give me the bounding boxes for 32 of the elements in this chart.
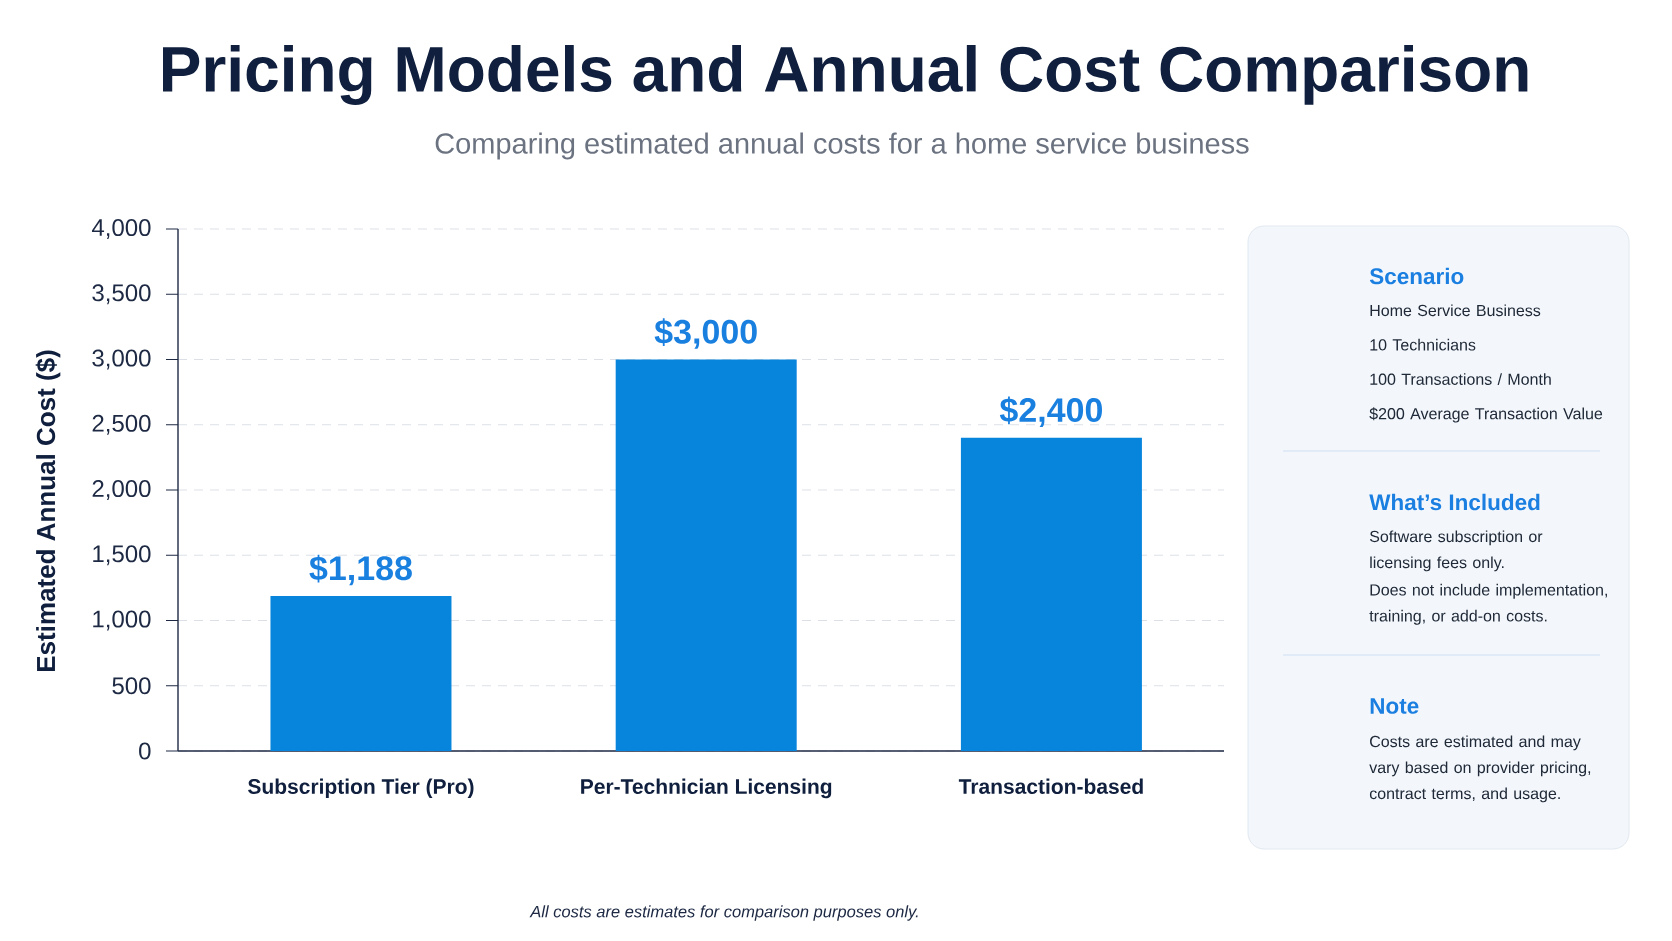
y-tick-label: 4,000 bbox=[91, 219, 151, 239]
text: What’s Included bbox=[1369, 493, 1540, 511]
text: Note bbox=[1370, 698, 1419, 714]
text: Software subscription or licensing fees only. bbox=[1369, 530, 1543, 572]
y-tick-label: 3,000 bbox=[92, 349, 151, 370]
y-axis-title: Estimated Annual Cost ($) bbox=[35, 350, 61, 672]
y-tick-label: 3,500 bbox=[92, 284, 151, 305]
text: $200 Average Transaction Value bbox=[1369, 407, 1603, 423]
chart-title: Pricing Models and Annual Cost Comparison bbox=[163, 45, 1528, 105]
text: All costs are estimates for comparison purposes only. bbox=[529, 905, 918, 921]
x-tick-label: Subscription Tier (Pro) bbox=[248, 778, 474, 799]
text: Home Service Business bbox=[1370, 304, 1541, 317]
y-tick-label: 0 bbox=[139, 742, 151, 760]
text: 100 Transactions / Month bbox=[1370, 373, 1551, 385]
data-label: $2,400 bbox=[999, 396, 1102, 428]
text: Costs are estimated and may vary based on provider pricing, contract terms, and usage. bbox=[1369, 735, 1591, 803]
y-tick-label: 500 bbox=[112, 677, 151, 695]
text: 10 Technicians bbox=[1370, 338, 1476, 351]
bar bbox=[960, 437, 1142, 751]
x-tick-label: Per-Technician Licensing bbox=[581, 778, 832, 799]
x-tick-label: Transaction-based bbox=[958, 778, 1143, 794]
text: Does not include implementation, training, or add-on costs. bbox=[1369, 583, 1607, 625]
y-tick-label: 1,500 bbox=[93, 545, 151, 566]
chart-subtitle: Comparing estimated annual costs for a home service business bbox=[435, 132, 1249, 160]
y-tick-label: 1,000 bbox=[93, 610, 151, 631]
bar bbox=[270, 595, 452, 751]
y-tick-label: 2,500 bbox=[92, 414, 151, 435]
text: Scenario bbox=[1369, 267, 1464, 285]
data-label: $1,188 bbox=[309, 554, 412, 586]
bar bbox=[615, 359, 797, 751]
data-label: $3,000 bbox=[654, 318, 757, 349]
y-tick-label: 2,000 bbox=[92, 480, 151, 500]
